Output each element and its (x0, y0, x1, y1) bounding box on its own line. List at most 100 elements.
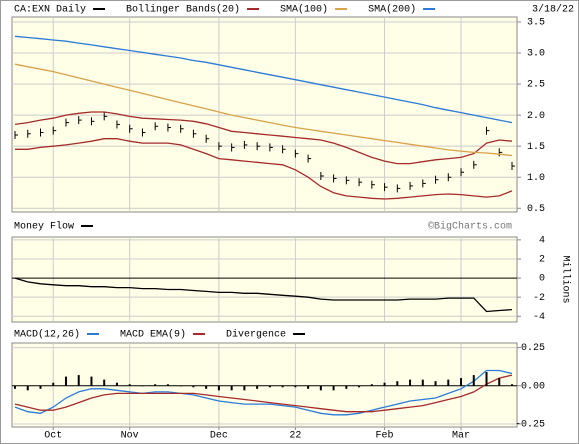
y-tick-label: 4 (539, 236, 545, 247)
divergence-bar (294, 385, 297, 388)
x-tick-label: Mar (452, 431, 470, 442)
price-bar (192, 129, 197, 138)
divergence-bar (268, 385, 271, 388)
plot-area (11, 342, 518, 428)
series-line (14, 35, 513, 124)
price-bar (333, 174, 337, 183)
watermark: ©BigCharts.com (428, 221, 512, 233)
divergence-bar (154, 384, 157, 386)
series-line (14, 369, 513, 416)
divergence-bar (52, 382, 55, 386)
price-bar (396, 184, 401, 193)
legend-label: MACD(12,26) (14, 329, 80, 341)
y-tick-label: 2.0 (527, 111, 545, 122)
divergence-bar (179, 385, 182, 387)
divergence-bar (370, 384, 373, 386)
divergence-bar (90, 376, 93, 386)
price-bar (27, 129, 31, 138)
x-tick-label: Feb (376, 430, 394, 442)
series-line-lower (15, 138, 513, 200)
legend-label: CA:EXN Daily (14, 4, 86, 16)
price-bar (473, 160, 477, 169)
divergence-bar (345, 385, 348, 389)
price-bar (371, 180, 375, 189)
divergence-bar (243, 385, 246, 391)
divergence-bar (217, 385, 220, 391)
price-bar (129, 124, 133, 133)
divergence-bar (460, 378, 463, 386)
divergence-bar (421, 379, 424, 386)
y-tick-label: 0.25 (521, 343, 545, 354)
y-tick-label: 2.5 (527, 80, 545, 91)
divergence-bar (64, 376, 67, 386)
price-bar (243, 140, 248, 149)
y-tick-label: 3.0 (527, 49, 545, 60)
legend-label: Divergence (226, 329, 286, 341)
divergence-bar (383, 382, 386, 386)
price-bar (447, 173, 452, 182)
price-bar (205, 134, 210, 143)
price-bar (498, 148, 503, 157)
y-tick-label: -2 (533, 293, 545, 304)
price-bar (511, 162, 515, 171)
price-bar (14, 130, 18, 139)
divergence-bar (447, 379, 450, 386)
divergence-bar (39, 385, 42, 389)
divergence-bar (230, 385, 233, 391)
divergence-bar (409, 379, 412, 386)
x-tick-label: Nov (121, 431, 139, 442)
divergence-bar (472, 375, 475, 386)
series-line (14, 374, 513, 413)
legend-label: MACD EMA(9) (120, 329, 186, 341)
divergence-bar (332, 385, 335, 391)
series-line (14, 63, 513, 157)
price-bar (141, 128, 146, 137)
x-tick-label: 22 (289, 431, 301, 442)
price-bar (231, 143, 235, 152)
price-bar (345, 176, 350, 185)
price-bar (460, 168, 465, 177)
legend-label: Bollinger Bands(20) (126, 4, 240, 16)
divergence-bar (166, 384, 169, 386)
divergence-bar (358, 385, 361, 388)
price-bar (282, 145, 286, 154)
price-bar (154, 122, 159, 131)
y-tick-label: 2 (539, 255, 545, 266)
x-tick-label: Oct (44, 431, 62, 442)
divergence-bar (128, 384, 131, 386)
price-bar (307, 154, 312, 163)
plot-area (11, 236, 518, 323)
price-bar (486, 126, 490, 135)
divergence-bar (434, 381, 437, 386)
y-tick-label: -4 (533, 312, 545, 323)
divergence-bar (26, 385, 29, 391)
divergence-bar (256, 385, 259, 389)
divergence-bar (485, 372, 488, 386)
price-bar (358, 178, 363, 187)
price-bar (409, 181, 414, 190)
price-bar (218, 142, 222, 151)
divergence-bar (192, 385, 195, 388)
y-tick-label: 3.5 (527, 18, 545, 29)
y-tick-label: 1.0 (527, 173, 545, 184)
y-tick-label: 0.00 (521, 381, 545, 392)
divergence-bar (396, 381, 399, 386)
divergence-bar (281, 385, 284, 388)
plot-area (11, 16, 518, 213)
price-bar (294, 149, 299, 158)
divergence-bar (141, 385, 144, 387)
price-bar (167, 123, 171, 132)
price-bar (103, 112, 108, 121)
price-bar (78, 116, 82, 125)
price-bar (435, 175, 439, 184)
price-bar (256, 142, 261, 151)
y-tick-label: 1.5 (527, 142, 545, 153)
price-bar (90, 117, 95, 126)
price-bar (52, 126, 57, 135)
divergence-bar (498, 378, 501, 386)
price-bar (65, 118, 69, 127)
legend-label: SMA(100) (280, 4, 328, 16)
series-line (14, 277, 513, 313)
divergence-bar (115, 382, 118, 386)
